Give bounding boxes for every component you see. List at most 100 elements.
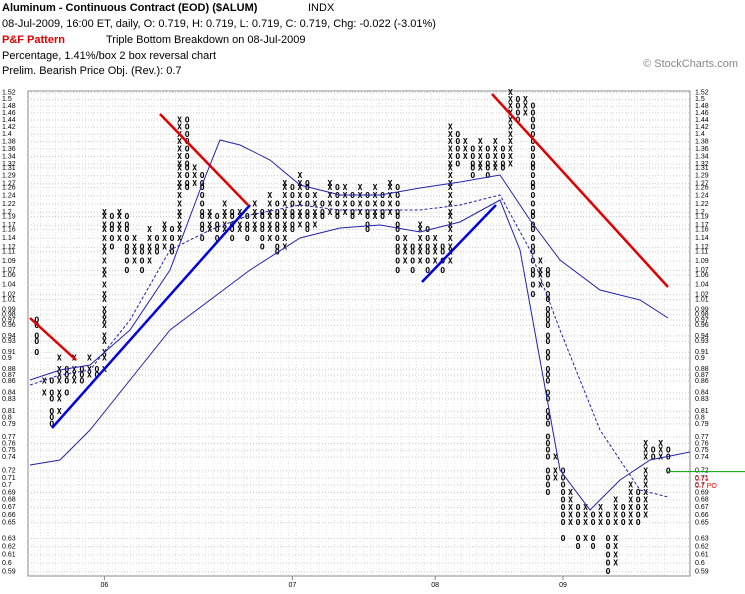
y-tick-label-right: 0.94 [695, 333, 709, 340]
x-box: X [252, 199, 257, 208]
o-box: O [561, 518, 566, 527]
o-box: O [380, 212, 385, 221]
y-tick-label: 1.5 [2, 96, 12, 103]
x-box: X [553, 473, 558, 482]
o-box: O [365, 221, 370, 230]
y-tick-label-right: 0.68 [695, 497, 709, 504]
x-tick-label: 09 [559, 582, 567, 589]
o-box: O [546, 321, 551, 330]
o-box: O [215, 221, 220, 230]
o-box: O [546, 407, 551, 416]
x-box: X [102, 316, 107, 325]
x-box: X [418, 225, 423, 234]
x-box: X [297, 191, 302, 200]
y-tick-label-right: 1.34 [695, 153, 709, 160]
y-tick-label-right: 1.19 [695, 213, 709, 220]
y-tick-label: 1.52 [2, 90, 16, 97]
y-tick-label-right: 0.87 [695, 372, 709, 379]
o-box: O [260, 212, 265, 221]
o-box: O [546, 439, 551, 448]
x-box: X [207, 208, 212, 217]
x-box: X [433, 247, 438, 256]
o-box: O [64, 388, 69, 397]
x-box: X [613, 542, 618, 551]
o-box: O [395, 183, 400, 192]
o-box: O [531, 290, 536, 299]
x-box: X [282, 234, 287, 243]
o-box: O [546, 353, 551, 362]
x-box: X [463, 152, 468, 161]
x-box: X [87, 353, 92, 362]
o-box: O [200, 171, 205, 180]
x-box: X [373, 199, 378, 208]
y-tick-label: 1.44 [2, 117, 16, 124]
o-box: O [275, 243, 280, 252]
o-box: O [531, 271, 536, 280]
o-box: O [485, 163, 490, 172]
x-box: X [508, 102, 513, 111]
o-box: O [576, 510, 581, 519]
o-box: O [49, 388, 54, 397]
x-box: X [568, 495, 573, 504]
x-box: X [102, 305, 107, 314]
o-box: O [546, 413, 551, 422]
x-box: X [132, 247, 137, 256]
x-box: X [358, 199, 363, 208]
x-box: X [658, 439, 663, 448]
o-box: O [335, 183, 340, 192]
o-box: O [531, 137, 536, 146]
o-box: O [79, 376, 84, 385]
x-box: X [147, 225, 152, 234]
x-box: X [177, 212, 182, 221]
y-tick-label-right: 0.93 [695, 338, 709, 345]
o-box: O [546, 316, 551, 325]
o-box: O [621, 510, 626, 519]
x-box: X [328, 191, 333, 200]
y-tick-label: 1.19 [2, 213, 16, 220]
objective-label: 0.71 [695, 476, 709, 483]
y-tick-label-right: 0.59 [695, 569, 709, 576]
x-box: X [282, 179, 287, 188]
y-tick-label-right: 1.38 [695, 138, 709, 145]
y-tick-label-right: 1.32 [695, 161, 709, 168]
y-tick-label-right: 1.04 [695, 282, 709, 289]
x-box: X [267, 191, 272, 200]
x-box: X [538, 280, 543, 289]
o-box: O [455, 137, 460, 146]
x-box: X [57, 353, 62, 362]
y-tick-label: 0.87 [2, 372, 16, 379]
moving-average [29, 199, 691, 511]
x-box: X [403, 243, 408, 252]
o-box: O [531, 171, 536, 180]
o-box: O [546, 266, 551, 275]
o-box: O [591, 510, 596, 519]
o-box: O [49, 394, 54, 403]
x-box: X [252, 212, 257, 221]
o-box: O [49, 413, 54, 422]
o-box: O [185, 152, 190, 161]
o-box: O [410, 247, 415, 256]
o-box: O [395, 208, 400, 217]
x-box: X [448, 171, 453, 180]
o-box: O [185, 171, 190, 180]
o-box: O [455, 144, 460, 153]
o-box: O [305, 208, 310, 217]
y-tick-label: 0.72 [2, 468, 16, 475]
y-tick-label-right: 1.22 [695, 201, 709, 208]
y-tick-label-right: 1.46 [695, 110, 709, 117]
x-box: X [282, 199, 287, 208]
o-box: O [531, 179, 536, 188]
x-box: X [117, 225, 122, 234]
o-box: O [185, 130, 190, 139]
y-tick-label: 0.97 [2, 317, 16, 324]
x-box: X [628, 503, 633, 512]
o-box: O [576, 542, 581, 551]
